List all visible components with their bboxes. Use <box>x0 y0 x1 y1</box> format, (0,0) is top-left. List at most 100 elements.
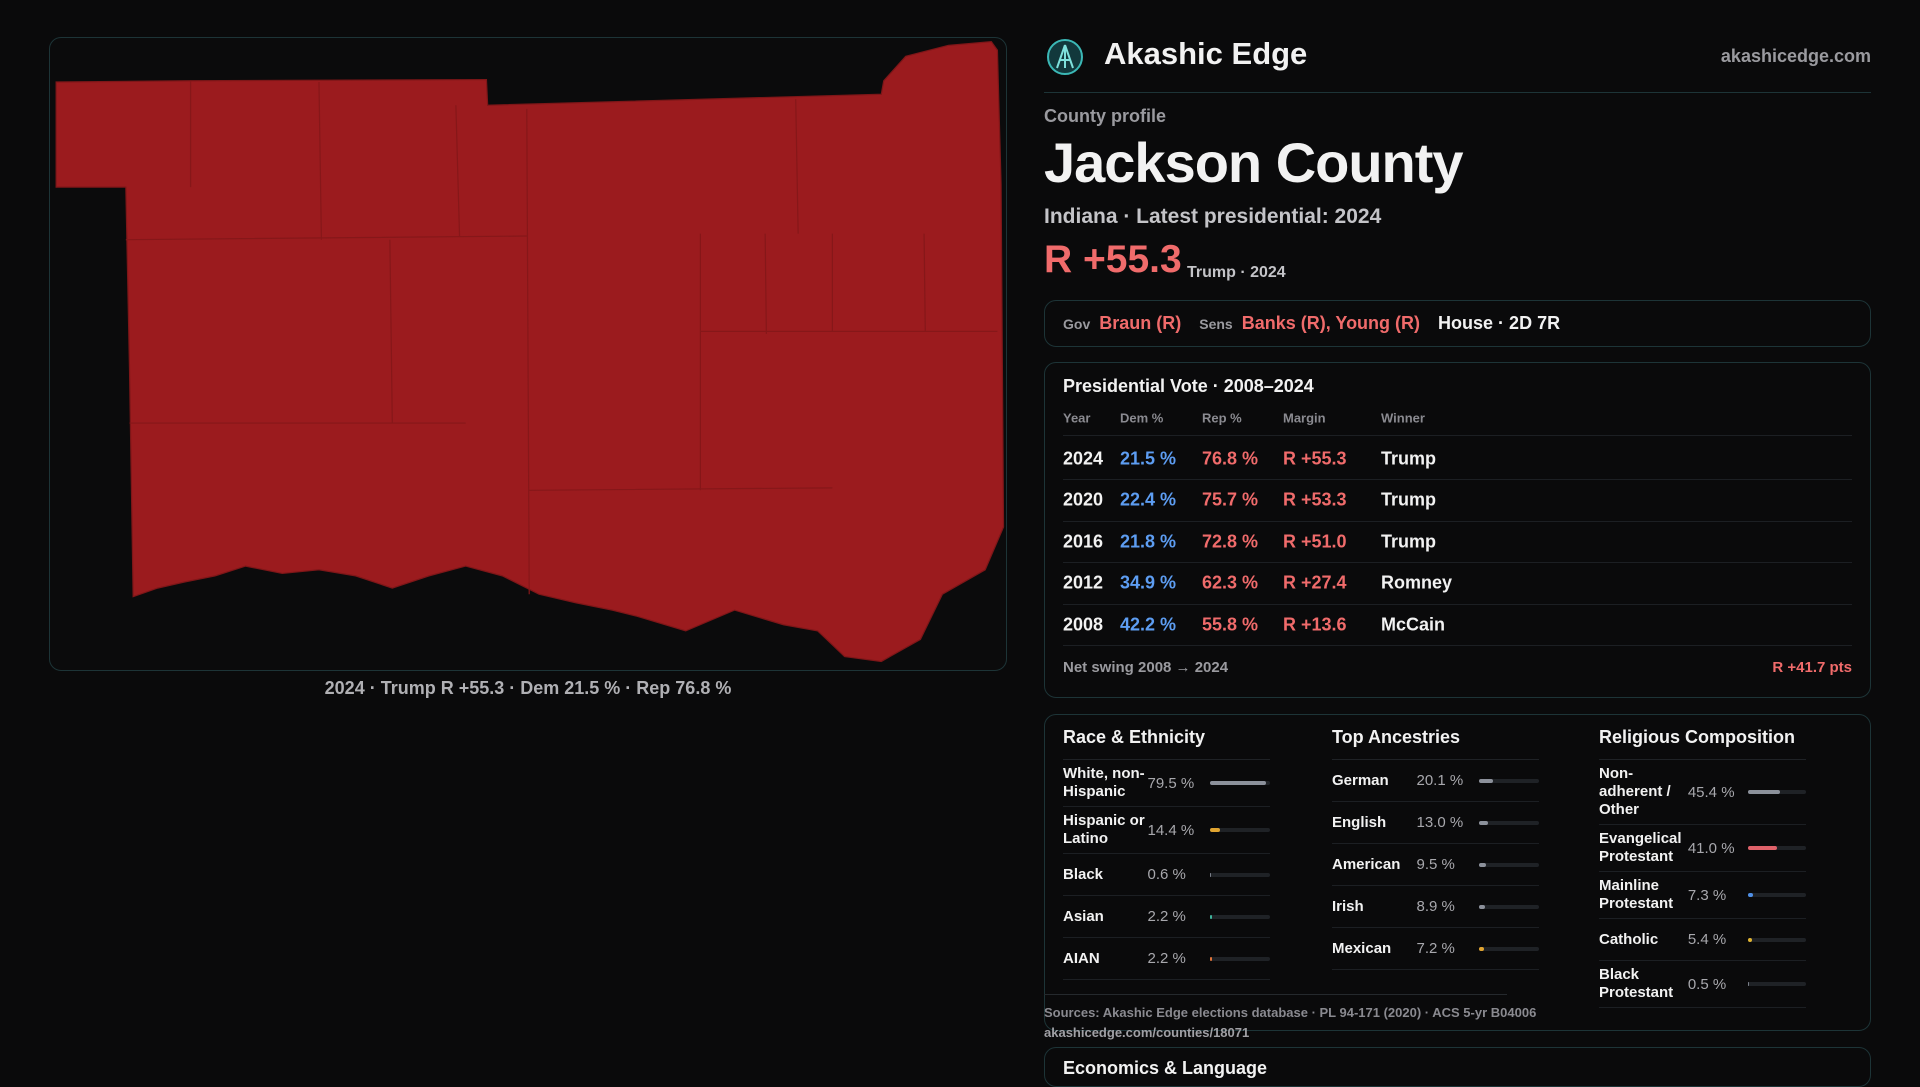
stat-value: 5.4 % <box>1688 931 1748 948</box>
column-title: Race & Ethnicity <box>1063 715 1270 760</box>
stat-value: 2.2 % <box>1147 950 1210 967</box>
kicker: County profile <box>1044 106 1166 127</box>
table-cell: 62.3 % <box>1202 573 1258 594</box>
column-header: Dem % <box>1120 411 1163 426</box>
sens-label: Sens <box>1199 316 1232 332</box>
stat-value: 0.6 % <box>1147 866 1210 883</box>
stat-value: 45.4 % <box>1688 784 1748 801</box>
bar-track <box>1210 915 1270 919</box>
stat-label: English <box>1332 814 1416 832</box>
stat-label: Catholic <box>1599 931 1688 949</box>
table-cell: Trump <box>1381 490 1436 511</box>
bar-fill <box>1210 957 1212 961</box>
stat-label: German <box>1332 772 1416 790</box>
headline-margin: R +55.3 <box>1044 238 1182 282</box>
bar-fill <box>1210 781 1266 785</box>
sens-names: Banks (R), Young (R) <box>1242 313 1420 334</box>
bar-track <box>1748 982 1806 986</box>
sources-url: akashicedge.com/counties/18071 <box>1044 1025 1249 1040</box>
column-title: Religious Composition <box>1599 715 1806 760</box>
table-cell: 2020 <box>1063 490 1103 511</box>
table-cell: 76.8 % <box>1202 448 1258 469</box>
bar-track <box>1748 938 1806 942</box>
bar-track <box>1748 846 1806 850</box>
stat-label: Mainline Protestant <box>1599 877 1688 913</box>
stat-label: Hispanic or Latino <box>1063 812 1147 848</box>
bar-track <box>1748 893 1806 897</box>
column-header: Rep % <box>1202 411 1242 426</box>
stat-label: White, non-Hispanic <box>1063 765 1147 801</box>
bar-fill <box>1748 938 1752 942</box>
table-cell: McCain <box>1381 614 1445 635</box>
stat-label: Asian <box>1063 908 1147 926</box>
bar-fill <box>1479 905 1485 909</box>
bar-fill <box>1210 828 1220 832</box>
table-cell: 42.2 % <box>1120 614 1176 635</box>
column-title: Top Ancestries <box>1332 715 1539 760</box>
stat-value: 7.3 % <box>1688 887 1748 904</box>
bar-fill <box>1479 863 1486 867</box>
table-cell: 72.8 % <box>1202 531 1258 552</box>
bar-track <box>1748 790 1806 794</box>
bar-track <box>1210 957 1270 961</box>
table-cell: R +27.4 <box>1283 573 1347 594</box>
stat-label: Non-adherent / Other <box>1599 765 1688 819</box>
table-cell: 22.4 % <box>1120 490 1176 511</box>
stat-value: 8.9 % <box>1416 898 1479 915</box>
table-cell: Trump <box>1381 531 1436 552</box>
brand-logo <box>1046 38 1084 76</box>
economics-title: Economics & Language <box>1063 1058 1267 1079</box>
table-cell: 34.9 % <box>1120 573 1176 594</box>
table-cell: R +55.3 <box>1283 448 1347 469</box>
bar-fill <box>1479 821 1488 825</box>
bar-track <box>1479 905 1539 909</box>
bar-track <box>1210 873 1270 877</box>
bar-fill <box>1748 790 1780 794</box>
stat-value: 7.2 % <box>1416 940 1479 957</box>
county-shape <box>56 42 1003 662</box>
table-cell: R +53.3 <box>1283 490 1347 511</box>
bar-track <box>1210 781 1270 785</box>
stat-label: Black <box>1063 866 1147 884</box>
table-cell: R +13.6 <box>1283 614 1347 635</box>
county-subtitle: Indiana · Latest presidential: 2024 <box>1044 205 1381 229</box>
stat-label: Mexican <box>1332 940 1416 958</box>
column-header: Winner <box>1381 411 1425 426</box>
bar-fill <box>1748 846 1777 850</box>
economics-panel: Economics & Language <box>1044 1047 1871 1087</box>
stat-label: American <box>1332 856 1416 874</box>
stat-label: Evangelical Protestant <box>1599 830 1688 866</box>
swing-label: Net swing 2008 → 2024 <box>1063 659 1228 676</box>
house-delegation: House · 2D 7R <box>1438 313 1560 334</box>
county-title: Jackson County <box>1044 130 1463 195</box>
table-cell: Romney <box>1381 573 1452 594</box>
stat-value: 9.5 % <box>1416 856 1479 873</box>
stat-value: 2.2 % <box>1147 908 1210 925</box>
table-cell: 75.7 % <box>1202 490 1258 511</box>
brand-name: Akashic Edge <box>1104 36 1307 72</box>
stat-value: 0.5 % <box>1688 976 1748 993</box>
table-cell: 21.5 % <box>1120 448 1176 469</box>
bar-fill <box>1748 893 1753 897</box>
stat-label: AIAN <box>1063 950 1147 968</box>
table-cell: 2024 <box>1063 448 1103 469</box>
swing-value: R +41.7 pts <box>1772 659 1852 676</box>
